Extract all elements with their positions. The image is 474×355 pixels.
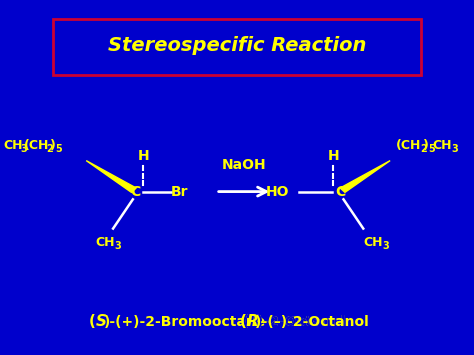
Text: HO: HO — [265, 185, 289, 198]
Polygon shape — [340, 160, 390, 192]
Text: )–2-Octanol: )–2-Octanol — [257, 315, 346, 329]
Text: 3: 3 — [114, 241, 121, 251]
Text: 2: 2 — [46, 144, 54, 154]
Text: 2: 2 — [420, 144, 427, 154]
Text: R: R — [249, 315, 261, 329]
Text: H: H — [328, 149, 339, 163]
Text: ): ) — [423, 139, 429, 152]
Text: (CH: (CH — [24, 139, 49, 152]
Text: R: R — [247, 315, 259, 329]
Text: Br: Br — [170, 185, 188, 198]
Text: CH: CH — [4, 139, 23, 152]
Text: C: C — [130, 185, 141, 198]
Text: Stereospecific Reaction: Stereospecific Reaction — [108, 36, 366, 55]
Text: (: ( — [242, 315, 248, 329]
Text: )–(–)-2-Octanol: )–(–)-2-Octanol — [255, 315, 370, 329]
Polygon shape — [86, 160, 136, 192]
Text: (CH: (CH — [396, 139, 422, 152]
Text: ): ) — [50, 139, 56, 152]
Text: S: S — [96, 315, 107, 329]
Text: (: ( — [89, 315, 95, 329]
Text: 5: 5 — [55, 144, 62, 154]
FancyBboxPatch shape — [53, 19, 421, 75]
Text: H: H — [137, 149, 149, 163]
Text: 3: 3 — [451, 144, 458, 154]
Text: (: ( — [239, 315, 246, 329]
Text: CH: CH — [95, 236, 115, 249]
Text: NaOH: NaOH — [222, 158, 266, 172]
Text: )–2-Octanol: )–2-Octanol — [257, 315, 346, 329]
Text: 3: 3 — [20, 144, 27, 154]
Text: 3: 3 — [382, 241, 389, 251]
Text: CH: CH — [363, 236, 383, 249]
Text: C: C — [336, 185, 346, 198]
Text: CH: CH — [432, 139, 452, 152]
Text: (: ( — [242, 315, 248, 329]
Text: 5: 5 — [428, 144, 435, 154]
Text: R: R — [249, 315, 261, 329]
Text: )-(+)-2-Bromooctane: )-(+)-2-Bromooctane — [104, 315, 266, 329]
